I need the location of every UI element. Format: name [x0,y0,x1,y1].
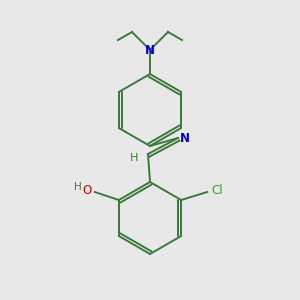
Text: H: H [74,182,82,192]
Text: H: H [130,153,138,163]
Text: O: O [82,184,92,197]
Text: N: N [180,131,190,145]
Text: N: N [145,44,155,56]
Text: Cl: Cl [212,184,223,196]
